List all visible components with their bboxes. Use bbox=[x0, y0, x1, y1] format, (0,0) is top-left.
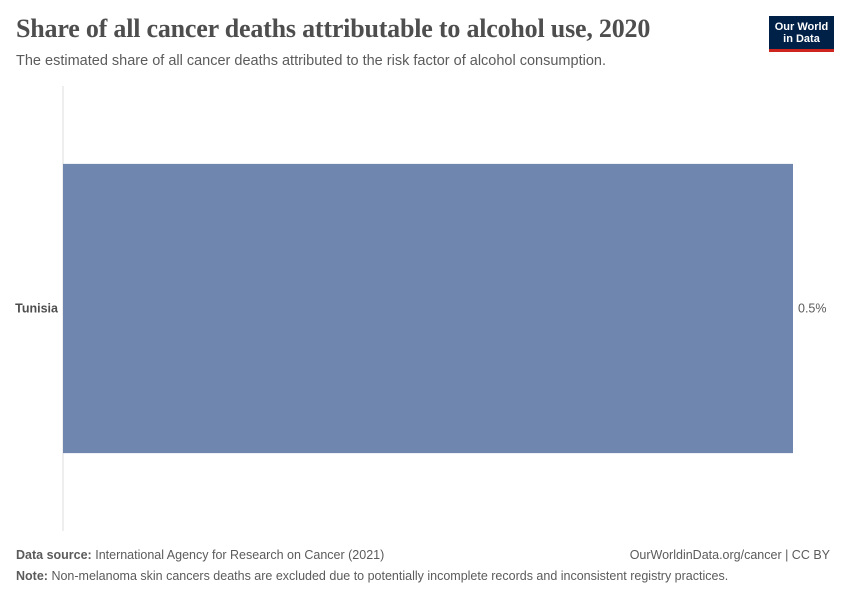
value-label: 0.5% bbox=[798, 302, 827, 316]
credit-link[interactable]: OurWorldinData.org/cancer | CC BY bbox=[629, 548, 830, 562]
data-source-label: Data source: bbox=[16, 548, 92, 562]
chart-title: Share of all cancer deaths attributable … bbox=[16, 14, 651, 43]
data-source-text[interactable]: International Agency for Research on Can… bbox=[95, 548, 385, 562]
logo-text: Our World in Data bbox=[774, 20, 829, 45]
chart-subtitle: The estimated share of all cancer deaths… bbox=[16, 53, 606, 69]
data-source: Data source: International Agency for Re… bbox=[16, 548, 384, 562]
category-label: Tunisia bbox=[15, 302, 59, 316]
bar-tunisia[interactable] bbox=[63, 163, 793, 454]
note-label: Note: bbox=[16, 569, 48, 583]
footnote: Note: Non-melanoma skin cancers deaths a… bbox=[16, 569, 728, 583]
bar-chart: Tunisia 0.5% bbox=[15, 86, 827, 531]
note-text: Non-melanoma skin cancers deaths are exc… bbox=[51, 569, 729, 583]
owid-logo[interactable]: Our World in Data bbox=[769, 16, 834, 52]
